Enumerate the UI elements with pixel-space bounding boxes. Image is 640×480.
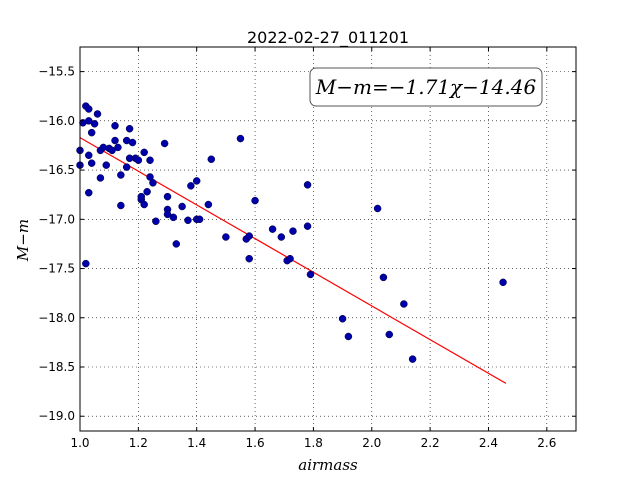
data-point: [408, 355, 417, 363]
fit-equation-annotation: M−m=−1.71χ−14.46: [309, 67, 543, 107]
data-point: [303, 181, 312, 189]
data-point: [277, 233, 286, 241]
data-point: [114, 143, 122, 152]
data-point: [245, 232, 253, 240]
data-point: [140, 148, 148, 157]
data-point: [379, 273, 388, 282]
data-point: [184, 216, 192, 225]
data-point: [163, 192, 172, 201]
data-point: [499, 278, 507, 287]
data-point: [222, 233, 230, 241]
data-point: [245, 254, 253, 263]
y-tick-label: −18.5: [38, 360, 75, 374]
data-point: [111, 136, 119, 145]
data-point: [137, 192, 146, 201]
fit-equation-text: M−m=−1.71χ−14.46: [315, 75, 537, 99]
axis-ticks: 1.0 1.2 1.4 1.6 1.8 2.0 2.2 2.4 2.6 −15.5 −16.0 −16…: [38, 47, 576, 450]
data-point: [385, 330, 394, 339]
data-point: [207, 155, 216, 163]
data-point: [251, 196, 259, 205]
data-point: [178, 202, 186, 211]
plot-border: [79, 46, 577, 432]
data-point: [192, 177, 201, 185]
data-point: [146, 173, 154, 181]
data-point: [373, 204, 382, 213]
data-point: [96, 174, 105, 182]
grid: [79, 47, 576, 431]
data-point: [134, 156, 143, 164]
data-point: [289, 227, 297, 235]
data-point: [93, 110, 102, 118]
data-point: [85, 105, 93, 113]
x-tick-label: 1.2: [129, 436, 148, 450]
data-point: [169, 213, 178, 222]
x-tick-label: 1.8: [304, 436, 323, 450]
data-point: [152, 217, 160, 226]
data-point: [303, 222, 312, 230]
data-point: [108, 146, 116, 155]
data-point: [122, 163, 131, 171]
x-tick-label: 1.0: [70, 436, 89, 450]
data-point: [140, 200, 148, 209]
data-point: [338, 315, 347, 323]
data-point: [117, 201, 125, 210]
y-tick-label: −17.0: [38, 212, 75, 226]
data-point: [160, 139, 169, 148]
chart-title: 2022-02-27_011201: [247, 28, 409, 48]
y-tick-label: −17.5: [38, 262, 75, 276]
data-point: [125, 124, 134, 133]
data-point: [90, 120, 99, 128]
x-tick-label: 1.4: [187, 436, 206, 450]
data-point: [195, 215, 204, 224]
data-point: [149, 179, 157, 187]
data-point: [87, 159, 96, 167]
data-point: [163, 210, 172, 219]
x-tick-label: 2.2: [421, 436, 440, 450]
y-tick-label: −18.0: [38, 311, 75, 325]
x-tick-label: 2.6: [537, 436, 556, 450]
x-tick-label: 2.4: [479, 436, 498, 450]
data-point: [172, 240, 181, 248]
annotation-box: [309, 67, 543, 107]
data-point: [400, 300, 408, 308]
data-point: [268, 225, 277, 233]
data-point: [236, 134, 245, 143]
data-point: [85, 117, 93, 125]
data-point: [306, 270, 315, 279]
data-point: [82, 259, 90, 268]
y-tick-label: −19.0: [38, 409, 75, 423]
data-point: [204, 200, 213, 209]
data-point: [111, 122, 119, 130]
data-point: [187, 182, 195, 190]
data-point: [85, 188, 93, 197]
data-point: [117, 171, 125, 179]
data-point: [102, 161, 111, 169]
x-axis-label: airmass: [298, 456, 358, 474]
y-tick-label: −16.0: [38, 114, 75, 128]
x-tick-label: 1.6: [246, 436, 265, 450]
data-point: [128, 138, 137, 147]
data-point: [87, 128, 96, 137]
y-axis-label: M−m: [14, 219, 32, 262]
y-tick-label: −15.5: [38, 65, 75, 79]
data-points: [76, 102, 507, 363]
y-tick-label: −16.5: [38, 163, 75, 177]
data-point: [146, 156, 154, 164]
x-tick-label: 2.0: [362, 436, 381, 450]
data-point: [344, 332, 353, 341]
data-point: [286, 254, 294, 263]
data-point: [143, 187, 151, 196]
data-point: [85, 151, 93, 160]
